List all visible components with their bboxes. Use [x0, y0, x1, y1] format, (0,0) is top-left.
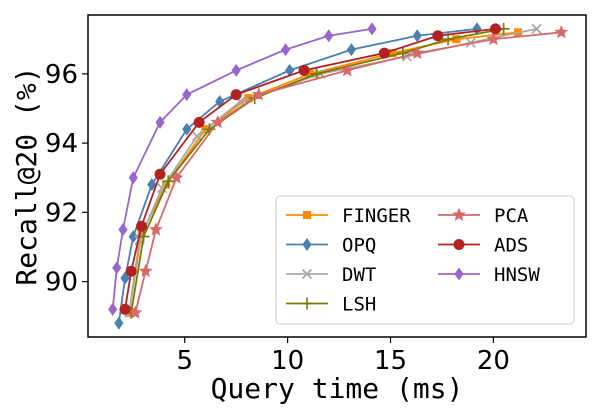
data-point [310, 67, 323, 80]
x-tick-label: 15 [374, 346, 407, 376]
data-point [489, 23, 501, 35]
data-point [138, 263, 153, 278]
legend-label: DWT [342, 264, 376, 286]
legend-entry-ads: ADS [438, 235, 528, 257]
legend-label: PCA [494, 205, 529, 227]
legend-label: LSH [342, 294, 376, 316]
series-line [124, 27, 496, 310]
series-line [117, 27, 478, 324]
data-point [346, 43, 357, 57]
data-point [118, 223, 128, 237]
data-point [251, 87, 266, 101]
data-point [128, 171, 138, 185]
data-point [531, 23, 542, 34]
series-opq [114, 22, 482, 330]
legend-entry-hnsw: HNSW [438, 264, 540, 286]
data-point [301, 297, 313, 310]
y-tick-label: 96 [45, 60, 78, 90]
data-point [486, 31, 501, 46]
data-point [230, 89, 242, 101]
data-point [410, 45, 425, 59]
data-point [128, 230, 138, 244]
legend-entry-opq: OPQ [286, 235, 376, 257]
data-point [112, 261, 122, 275]
series-ads [119, 23, 501, 315]
legend-label: OPQ [342, 235, 376, 257]
data-point [554, 25, 569, 39]
legend-entry-lsh: LSH [286, 294, 376, 316]
plot-frame [87, 14, 587, 338]
data-point [125, 265, 137, 277]
data-point [453, 239, 465, 250]
data-point [156, 182, 168, 194]
x-tick-label: 10 [271, 346, 304, 376]
data-point [155, 115, 165, 129]
data-point [108, 302, 118, 316]
data-point [367, 22, 377, 36]
data-point [210, 115, 225, 129]
data-point [114, 316, 124, 330]
data-point [169, 170, 184, 184]
data-point [452, 207, 466, 221]
data-point [136, 220, 148, 232]
data-point [191, 131, 203, 142]
x-tick-label: 20 [477, 346, 510, 376]
data-point [182, 88, 192, 102]
data-point [432, 30, 444, 42]
x-axis: 5 10 15 20 [176, 337, 510, 376]
y-tick-label: 90 [45, 268, 78, 298]
x-tick-label: 5 [176, 346, 193, 376]
data-point [193, 116, 205, 128]
legend-label: FINGER [342, 205, 411, 227]
data-point [148, 222, 163, 236]
data-point [128, 305, 143, 319]
data-point [147, 178, 157, 192]
series-layer [108, 22, 569, 330]
data-point [301, 268, 313, 280]
data-point [231, 63, 241, 77]
data-point [324, 29, 334, 43]
data-point [412, 29, 422, 43]
data-point [378, 47, 390, 59]
series-line [111, 27, 373, 310]
data-point [162, 175, 175, 188]
legend-entry-finger: FINGER [286, 205, 411, 227]
legend-entry-pca: PCA [438, 205, 529, 227]
x-axis-label: Query time (ms) [211, 372, 464, 405]
data-point [119, 303, 131, 315]
y-axis-label: Recall@20 (%) [10, 66, 43, 285]
data-point [302, 237, 312, 252]
series-line [134, 31, 562, 313]
y-tick-label: 94 [45, 129, 78, 159]
data-point [182, 122, 192, 136]
data-point [340, 63, 355, 77]
data-point [302, 210, 312, 220]
series-pca [128, 25, 569, 319]
legend-label: ADS [494, 235, 528, 257]
data-point [454, 267, 464, 281]
legend-box [275, 195, 575, 325]
series-hnsw [108, 22, 377, 316]
y-axis: 90 92 94 96 [45, 60, 88, 298]
data-point [120, 271, 130, 285]
data-point [298, 64, 310, 76]
data-point [154, 168, 166, 180]
legend: FINGER OPQ DWT LSH PCA ADS HNSW [275, 195, 575, 325]
y-tick-label: 92 [45, 198, 78, 228]
legend-entry-dwt: DWT [286, 264, 376, 286]
data-point [280, 43, 291, 57]
legend-label: HNSW [494, 264, 540, 286]
